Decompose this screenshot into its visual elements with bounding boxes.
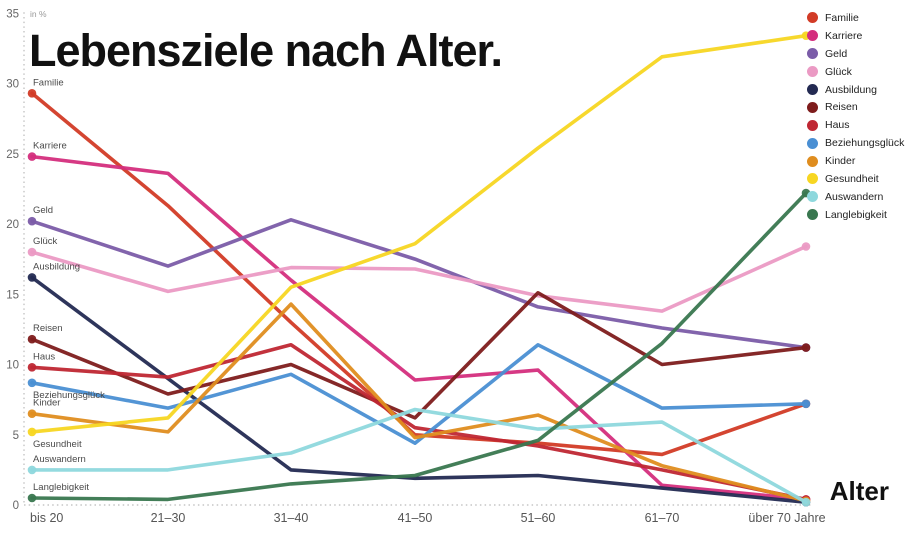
endpoint-dot <box>801 343 811 352</box>
endpoint-dot <box>27 273 37 282</box>
legend: Familie Karriere Geld Glück Ausbildung Reisen… <box>807 9 907 224</box>
legend-label: Familie <box>825 11 859 24</box>
series-line-gesundheit <box>30 33 808 434</box>
endpoint-dot <box>27 152 37 161</box>
endpoint-dot <box>801 497 811 507</box>
legend-item-karriere: Karriere <box>807 27 907 45</box>
series-start-label: Beziehungsglück <box>33 390 105 401</box>
x-tick-label: 51–60 <box>521 511 556 525</box>
legend-item-ausbildung: Ausbildung <box>807 81 907 99</box>
series-line-glück <box>30 244 808 313</box>
x-tick-label: 21–30 <box>151 511 186 525</box>
legend-label: Karriere <box>825 29 863 42</box>
series-line-haus <box>30 342 808 502</box>
legend-label: Ausbildung <box>825 83 877 96</box>
series-line-geld <box>30 218 808 350</box>
legend-label: Beziehungsglück <box>825 137 905 150</box>
series-start-label: Karriere <box>33 141 67 152</box>
page-title: Lebensziele nach Alter. <box>29 25 503 76</box>
legend-label: Glück <box>825 65 852 78</box>
legend-color-dot <box>807 155 818 167</box>
x-axis-title: Alter <box>829 476 889 506</box>
series-line-kinder <box>30 302 808 503</box>
legend-color-dot <box>807 30 818 42</box>
legend-color-dot <box>807 101 818 113</box>
series-start-label: Ausbildung <box>33 261 80 272</box>
legend-color-dot <box>807 119 818 131</box>
endpoint-dot <box>801 242 811 251</box>
legend-item-glück: Glück <box>807 63 907 81</box>
endpoint-dot <box>27 378 37 388</box>
series-line-auswandern <box>30 407 808 505</box>
legend-item-langlebigkeit: Langlebigkeit <box>807 206 907 224</box>
series-start-label: Auswandern <box>33 454 86 465</box>
endpoint-dot <box>27 247 37 257</box>
series-start-label: Familie <box>33 77 64 88</box>
legend-item-beziehungsglück: Beziehungsglück <box>807 134 907 152</box>
legend-color-dot <box>807 48 818 60</box>
legend-color-dot <box>807 137 818 149</box>
y-tick-label: 35 <box>6 8 19 20</box>
y-tick-label: 20 <box>6 219 19 231</box>
legend-item-kinder: Kinder <box>807 152 907 170</box>
series-line-familie <box>30 91 808 457</box>
series-start-label: Glück <box>33 236 58 247</box>
legend-item-geld: Geld <box>807 45 907 63</box>
x-tick-label: über 70 Jahre <box>748 511 825 525</box>
y-tick-label: 30 <box>6 79 19 91</box>
legend-color-dot <box>807 191 818 203</box>
series-line-reisen <box>30 290 808 420</box>
legend-item-reisen: Reisen <box>807 98 907 116</box>
y-tick-label: 25 <box>6 149 19 161</box>
series-start-label: Langlebigkeit <box>33 482 89 493</box>
x-tick-label: 41–50 <box>398 511 433 525</box>
legend-color-dot <box>807 66 818 78</box>
series-start-label: Kinder <box>33 398 60 409</box>
y-tick-label: 10 <box>6 360 19 372</box>
y-tick-label: 5 <box>13 430 19 442</box>
y-tick-label: 15 <box>6 289 19 301</box>
series-start-label: Gesundheit <box>33 439 82 450</box>
endpoint-dot <box>27 409 37 419</box>
legend-label: Kinder <box>825 155 856 168</box>
legend-label: Reisen <box>825 101 858 114</box>
endpoint-dot <box>27 89 37 98</box>
legend-label: Gesundheit <box>825 172 879 185</box>
legend-label: Geld <box>825 47 848 60</box>
series-start-label: Reisen <box>33 323 63 334</box>
legend-item-auswandern: Auswandern <box>807 188 907 206</box>
legend-color-dot <box>807 209 818 221</box>
y-axis-unit-label: in % <box>30 9 47 19</box>
legend-item-haus: Haus <box>807 116 907 134</box>
legend-label: Haus <box>825 119 850 132</box>
endpoint-dot <box>27 363 37 372</box>
series-start-label: Geld <box>33 205 53 216</box>
legend-color-dot <box>807 12 818 24</box>
legend-color-dot <box>807 173 818 185</box>
endpoint-dot <box>27 427 37 437</box>
x-tick-label: bis 20 <box>30 511 63 525</box>
endpoint-dot <box>27 465 37 475</box>
legend-item-familie: Familie <box>807 9 907 27</box>
series-line-langlebigkeit <box>30 191 808 502</box>
x-tick-label: 61–70 <box>645 511 680 525</box>
endpoint-dot <box>801 399 811 409</box>
legend-color-dot <box>807 84 818 95</box>
legend-label: Langlebigkeit <box>825 208 887 221</box>
x-tick-label: 31–40 <box>274 511 309 525</box>
endpoint-dot <box>27 493 37 503</box>
endpoint-dot <box>27 334 37 344</box>
series-line-beziehungsglück <box>30 342 808 446</box>
legend-item-gesundheit: Gesundheit <box>807 170 907 188</box>
series-line-karriere <box>30 154 808 502</box>
legend-label: Auswandern <box>825 190 884 203</box>
series-start-label: Haus <box>33 351 55 362</box>
y-tick-label: 0 <box>13 500 19 512</box>
endpoint-dot <box>27 216 37 226</box>
